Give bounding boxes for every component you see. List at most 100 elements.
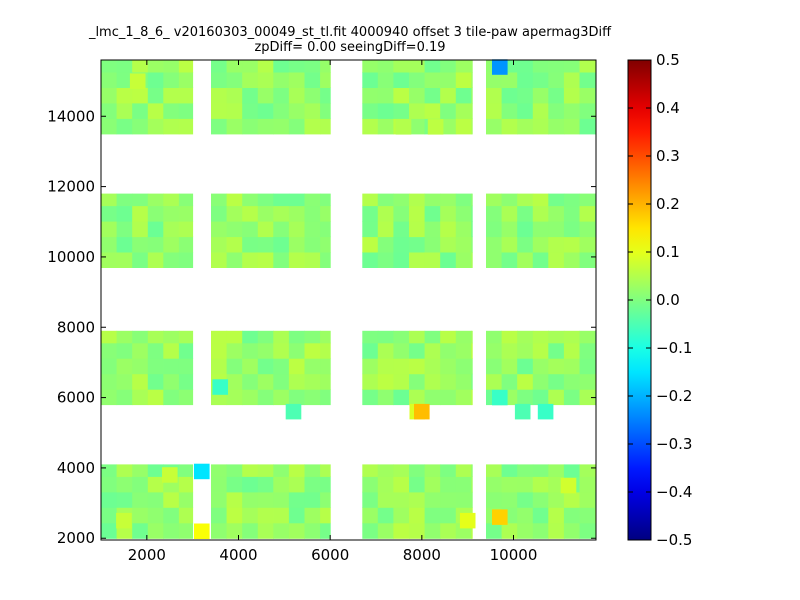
heatmap-cell (393, 507, 410, 524)
heatmap-cell (517, 236, 534, 253)
heatmap-cell (101, 507, 118, 524)
heatmap-cell (226, 72, 243, 88)
heatmap-cell (579, 507, 596, 524)
heatmap-cell (257, 193, 274, 207)
heatmap-cell (563, 330, 580, 344)
heatmap-cell (304, 464, 321, 477)
heatmap-cell (377, 330, 394, 344)
heatmap-cell (362, 522, 379, 539)
heatmap-cell (563, 72, 580, 88)
heatmap-cell (440, 507, 457, 524)
heatmap-cell (548, 118, 565, 135)
heatmap-cell (320, 252, 331, 268)
heatmap-cell (455, 476, 472, 493)
heatmap-cell (362, 236, 379, 253)
heatmap-cell (273, 342, 290, 359)
heatmap-cell-notable (492, 389, 508, 406)
heatmap-cell (178, 330, 194, 344)
heatmap-cell (424, 87, 441, 104)
heatmap-cell (116, 60, 133, 73)
heatmap-cell (101, 330, 118, 344)
heatmap-cell (393, 87, 410, 104)
heatmap-cell (471, 342, 473, 359)
heatmap-cell (304, 102, 321, 119)
heatmap-cell (101, 476, 118, 493)
heatmap-cell (471, 330, 473, 344)
heatmap-cell (517, 118, 534, 135)
heatmap-cell (440, 464, 457, 477)
heatmap-cell (440, 221, 457, 238)
heatmap-cell (579, 205, 596, 222)
heatmap-cell (440, 522, 457, 539)
heatmap-cell (440, 252, 457, 268)
heatmap-cell (257, 87, 274, 104)
heatmap-cell (257, 342, 274, 359)
heatmap-cell (242, 221, 259, 238)
heatmap-cell (116, 389, 133, 406)
heatmap-cell (304, 236, 321, 253)
heatmap-cell (409, 342, 426, 359)
heatmap-cell (517, 205, 534, 222)
heatmap-cell (147, 358, 164, 375)
heatmap-cell (377, 236, 394, 253)
heatmap-cell (471, 358, 473, 375)
heatmap-cell (242, 193, 259, 207)
heatmap-cell (257, 330, 274, 344)
heatmap-cell (304, 118, 321, 135)
heatmap-cell (163, 236, 180, 253)
heatmap-cell (304, 507, 321, 524)
heatmap-cell (132, 476, 149, 493)
heatmap-cell (455, 342, 472, 359)
heatmap-cell (178, 221, 194, 238)
heatmap-cell (132, 342, 149, 359)
heatmap-cell (116, 72, 133, 88)
heatmap-cell (501, 522, 518, 539)
heatmap-cell (288, 491, 305, 508)
heatmap-cell (517, 389, 534, 406)
heatmap-cell (471, 102, 473, 119)
heatmap-cell (101, 87, 118, 104)
heatmap-cell (226, 373, 243, 390)
heatmap-cell (362, 373, 379, 390)
heatmap-cell-notable (285, 403, 302, 420)
heatmap-cell (532, 252, 549, 268)
heatmap-cell (147, 491, 164, 508)
heatmap-cell (409, 252, 426, 268)
heatmap-cell (320, 87, 331, 104)
heatmap-cell (501, 358, 518, 375)
heatmap-cell (101, 464, 118, 477)
heatmap-cell (501, 118, 518, 135)
heatmap-cell (163, 358, 180, 375)
heatmap-cell (132, 330, 149, 344)
heatmap-cell (211, 464, 228, 477)
heatmap-cell (393, 252, 410, 268)
heatmap-cell (579, 87, 596, 104)
heatmap-cell (257, 252, 274, 268)
heatmap-cell (501, 102, 518, 119)
heatmap-cell (242, 87, 259, 104)
heatmap-cell-notable (414, 403, 430, 420)
heatmap-cell (486, 342, 503, 359)
heatmap-cell-notable (116, 512, 132, 529)
heatmap-cell (440, 373, 457, 390)
heatmap-cell (101, 221, 118, 238)
heatmap-cell (116, 205, 133, 222)
heatmap-cell (211, 236, 228, 253)
heatmap-cell (579, 389, 596, 406)
heatmap-cell (471, 60, 473, 73)
heatmap-cell (563, 464, 580, 477)
heatmap-cell (471, 118, 473, 135)
heatmap-cell (147, 205, 164, 222)
heatmap-cell (211, 491, 228, 508)
heatmap-cell (517, 373, 534, 390)
heatmap-cell (211, 87, 228, 104)
heatmap-cell (116, 491, 133, 508)
heatmap-cell (242, 358, 259, 375)
heatmap-cell (257, 476, 274, 493)
heatmap-cell (147, 193, 164, 207)
heatmap-cell (517, 330, 534, 344)
heatmap-cell (409, 236, 426, 253)
heatmap-cell (132, 252, 149, 268)
heatmap-cell (320, 221, 331, 238)
heatmap-cell (273, 193, 290, 207)
